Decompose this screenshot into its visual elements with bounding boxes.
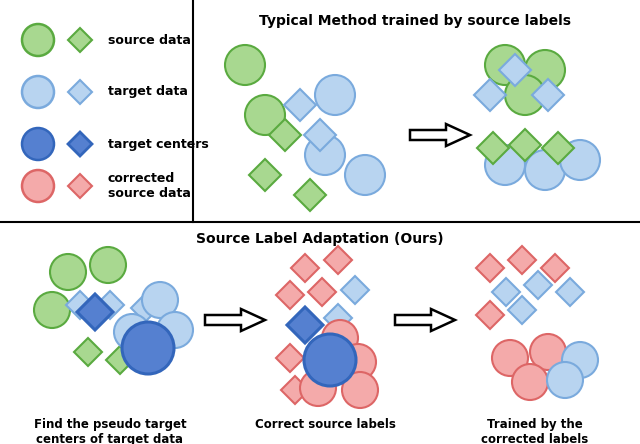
Polygon shape bbox=[341, 276, 369, 304]
Circle shape bbox=[245, 95, 285, 135]
Polygon shape bbox=[492, 278, 520, 306]
Text: Correct source labels: Correct source labels bbox=[255, 418, 396, 431]
Circle shape bbox=[505, 75, 545, 115]
Polygon shape bbox=[276, 344, 304, 372]
Circle shape bbox=[560, 140, 600, 180]
Polygon shape bbox=[77, 294, 113, 330]
Polygon shape bbox=[508, 246, 536, 274]
Circle shape bbox=[530, 334, 566, 370]
Circle shape bbox=[90, 247, 126, 283]
Text: Find the pseudo target
centers of target data: Find the pseudo target centers of target… bbox=[34, 418, 186, 444]
Polygon shape bbox=[308, 278, 336, 306]
Circle shape bbox=[345, 155, 385, 195]
Polygon shape bbox=[542, 132, 574, 164]
Circle shape bbox=[525, 50, 565, 90]
Circle shape bbox=[50, 254, 86, 290]
Polygon shape bbox=[324, 246, 352, 274]
Circle shape bbox=[485, 45, 525, 85]
Circle shape bbox=[342, 372, 378, 408]
Polygon shape bbox=[304, 119, 336, 151]
Polygon shape bbox=[499, 54, 531, 86]
Circle shape bbox=[304, 334, 356, 386]
Polygon shape bbox=[532, 79, 564, 111]
Text: Trained by the
corrected labels: Trained by the corrected labels bbox=[481, 418, 589, 444]
Circle shape bbox=[512, 364, 548, 400]
Polygon shape bbox=[131, 294, 159, 322]
Polygon shape bbox=[74, 338, 102, 366]
Polygon shape bbox=[476, 254, 504, 282]
Circle shape bbox=[114, 314, 150, 350]
Circle shape bbox=[305, 135, 345, 175]
Circle shape bbox=[525, 150, 565, 190]
Circle shape bbox=[22, 128, 54, 160]
Polygon shape bbox=[395, 309, 455, 331]
Polygon shape bbox=[291, 254, 319, 282]
Text: Source Label Adaptation (Ours): Source Label Adaptation (Ours) bbox=[196, 232, 444, 246]
Polygon shape bbox=[509, 129, 541, 161]
Circle shape bbox=[340, 344, 376, 380]
Polygon shape bbox=[96, 291, 124, 319]
Circle shape bbox=[22, 76, 54, 108]
Polygon shape bbox=[68, 174, 92, 198]
Polygon shape bbox=[294, 179, 326, 211]
Polygon shape bbox=[524, 271, 552, 299]
Circle shape bbox=[322, 320, 358, 356]
Polygon shape bbox=[324, 304, 352, 332]
Polygon shape bbox=[269, 119, 301, 151]
Circle shape bbox=[300, 370, 336, 406]
Circle shape bbox=[157, 312, 193, 348]
Polygon shape bbox=[205, 309, 265, 331]
Polygon shape bbox=[66, 291, 94, 319]
Circle shape bbox=[225, 45, 265, 85]
Polygon shape bbox=[68, 28, 92, 52]
Polygon shape bbox=[477, 132, 509, 164]
Text: corrected
source data: corrected source data bbox=[108, 172, 191, 200]
Polygon shape bbox=[106, 346, 134, 374]
Text: Typical Method trained by source labels: Typical Method trained by source labels bbox=[259, 14, 571, 28]
Polygon shape bbox=[476, 301, 504, 329]
Text: target centers: target centers bbox=[108, 138, 209, 151]
Circle shape bbox=[547, 362, 583, 398]
Polygon shape bbox=[556, 278, 584, 306]
Text: target data: target data bbox=[108, 86, 188, 99]
Text: source data: source data bbox=[108, 33, 191, 47]
Polygon shape bbox=[68, 80, 92, 104]
Polygon shape bbox=[508, 296, 536, 324]
Polygon shape bbox=[541, 254, 569, 282]
Polygon shape bbox=[474, 79, 506, 111]
Circle shape bbox=[485, 145, 525, 185]
Polygon shape bbox=[281, 376, 309, 404]
Circle shape bbox=[142, 282, 178, 318]
Circle shape bbox=[122, 322, 174, 374]
Circle shape bbox=[315, 75, 355, 115]
Polygon shape bbox=[287, 307, 323, 343]
Circle shape bbox=[492, 340, 528, 376]
Circle shape bbox=[34, 292, 70, 328]
Polygon shape bbox=[249, 159, 281, 191]
Circle shape bbox=[22, 24, 54, 56]
Circle shape bbox=[22, 170, 54, 202]
Polygon shape bbox=[284, 89, 316, 121]
Circle shape bbox=[562, 342, 598, 378]
Polygon shape bbox=[410, 124, 470, 146]
Polygon shape bbox=[68, 132, 92, 156]
Polygon shape bbox=[276, 281, 304, 309]
